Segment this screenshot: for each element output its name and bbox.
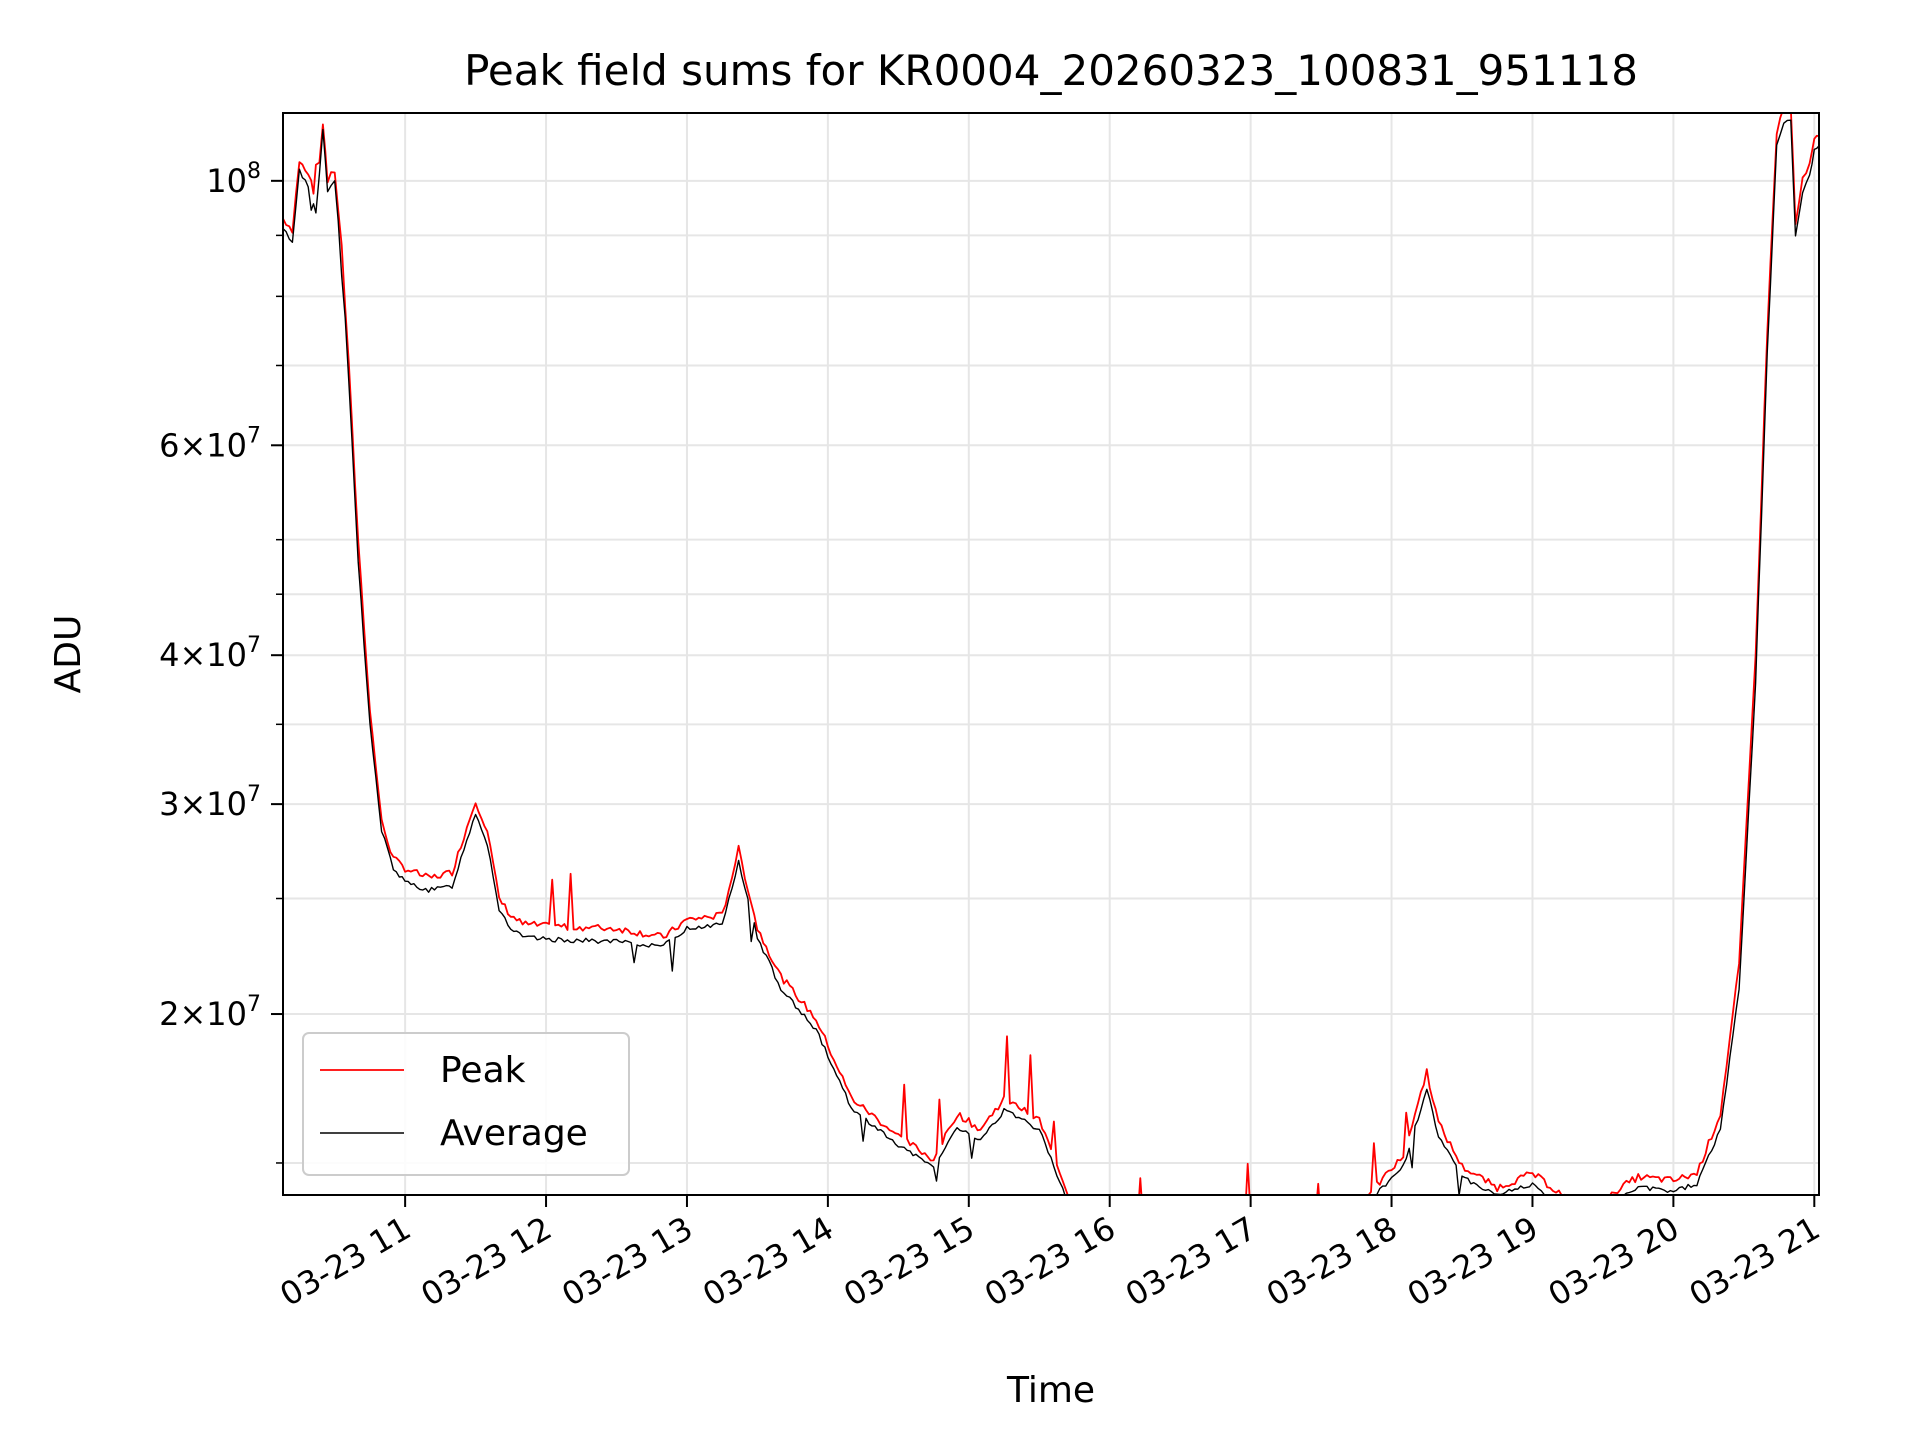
x-axis-label: Time (1006, 1370, 1095, 1411)
legend-peak-label: Peak (440, 1050, 526, 1091)
y-axis-label: ADU (48, 615, 89, 694)
y-tick-label: 6×107 (159, 423, 261, 464)
grid (283, 113, 1819, 1195)
legend-average-label: Average (440, 1113, 588, 1154)
series-line-average (283, 119, 1819, 1195)
plot-frame (282, 112, 1820, 1196)
legend-box (302, 1032, 630, 1176)
y-tick-label: 3×107 (159, 782, 261, 823)
chart-title: Peak field sums for KR0004_20260323_1008… (464, 46, 1638, 95)
y-tick-label: 4×107 (159, 633, 261, 674)
legend: Peak Average (302, 1032, 630, 1176)
y-tick-label: 2×107 (159, 992, 261, 1033)
